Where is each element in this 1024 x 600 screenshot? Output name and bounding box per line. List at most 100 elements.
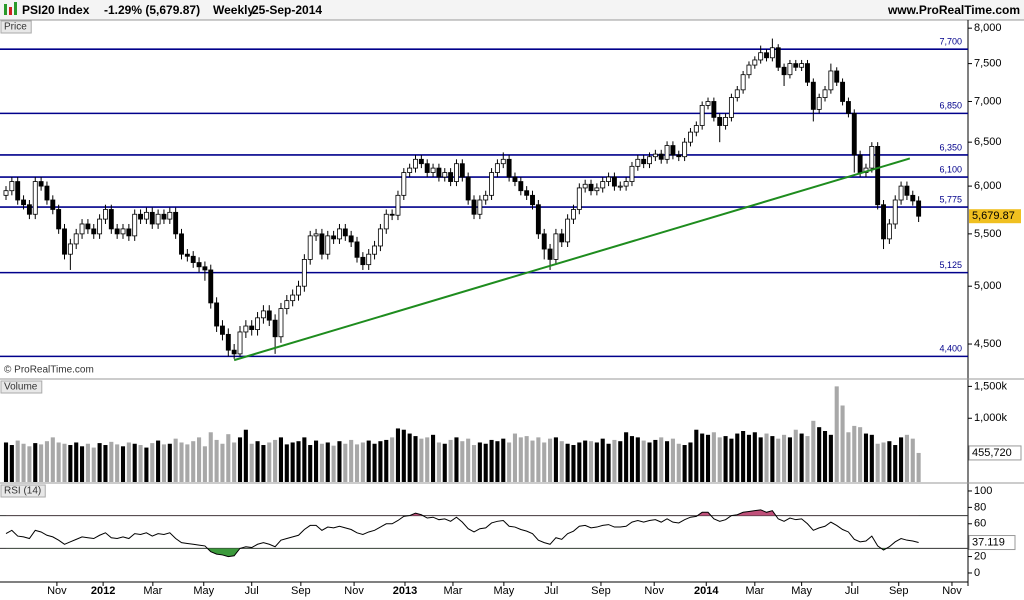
candle-body [249,325,255,330]
candle-body [126,228,132,237]
volume-bar [442,443,447,482]
candle-body [553,233,559,260]
x-tick-label: Sep [889,585,909,597]
volume-bar [150,443,155,482]
candle-body [448,172,454,182]
volume-bar [50,437,55,482]
candle-body [155,213,161,225]
candle-body [822,89,828,98]
volume-bar [331,445,336,482]
volume-bar [185,444,190,482]
candle-body [658,153,664,160]
candle-body [3,190,9,196]
site: www.ProRealTime.com [887,3,1020,17]
volume-bar [682,445,687,482]
candle-body [307,235,313,260]
volume-bar [33,443,38,482]
volume-bar [144,447,149,482]
volume-bar [618,441,623,482]
volume-bar [483,443,488,482]
candle-body [611,176,617,187]
level-label: 6,850 [939,101,962,111]
volume-bar [629,436,635,482]
y-tick-label: 100 [974,485,992,497]
volume-bar [571,445,576,482]
volume-bar [360,442,365,482]
last-price-label: 5,679.87 [972,210,1015,222]
x-tick-label: Mar [143,585,162,597]
candle-body [149,211,155,225]
volume-bar [542,442,547,482]
candle-body [331,235,337,240]
candle-body [810,81,816,110]
volume-bar [834,386,839,482]
candle-body [196,262,202,268]
volume-bar [74,442,79,482]
volume-bar [27,446,32,482]
level-label: 5,775 [939,194,962,204]
candle-body [301,259,307,287]
candle-body [103,209,108,220]
candle-body [73,233,79,245]
candle-body [161,213,167,220]
candle-body [530,194,535,206]
volume-bar [354,444,360,482]
candle-body [828,70,834,91]
volume-bar [548,438,553,482]
volume-bar [156,440,161,482]
volume-bar [904,434,909,482]
candle-body [114,228,120,235]
volume-bar [284,444,289,482]
candle-body [430,167,436,173]
candle-body [418,158,424,165]
volume-bar [243,429,248,482]
volume-bar [290,442,295,482]
x-tick-label: Nov [47,585,67,597]
candle-body [62,228,67,255]
volume-bar [15,440,20,482]
candle-body [319,233,325,255]
volume-bar [688,442,693,482]
candle-body [764,52,769,59]
volume-bar [577,442,582,482]
volume-bar [764,433,769,482]
candle-body [734,89,740,98]
candle-body [190,255,196,263]
volume-bar [846,432,851,482]
volume-bar [665,441,670,482]
candle-body [108,209,114,230]
volume-bar [21,443,26,482]
candle-body [477,199,483,215]
candle-body [91,228,97,235]
candle-body [454,163,459,182]
volume-bar [436,442,441,482]
candle-body [202,266,208,271]
volume-bar [44,441,50,482]
volume-bar [653,439,658,482]
candle-body [576,187,582,210]
volume-bar [407,433,412,482]
candle-body [220,325,225,335]
candle-body [816,97,822,110]
candle-body [143,211,149,220]
candle-body [85,223,91,230]
candle-body [512,176,518,182]
level-label: 6,100 [939,164,962,174]
volume-bar [220,443,225,482]
volume-bar [255,441,260,482]
candle-body [535,204,541,235]
candle-body [325,235,331,255]
x-tick-label: May [791,585,812,597]
candle-body [372,245,378,255]
volume-bar [308,445,313,482]
volume-bar [746,434,752,482]
volume-bar [711,432,716,482]
candle-body [407,167,413,173]
period: Weekly [213,3,254,17]
x-tick-label: Sep [591,585,611,597]
volume-bar [524,436,529,482]
x-tick-label: Mar [443,585,462,597]
x-tick-label: 2013 [393,585,417,597]
panel-title-box [0,484,46,498]
volume-bar [507,442,512,482]
